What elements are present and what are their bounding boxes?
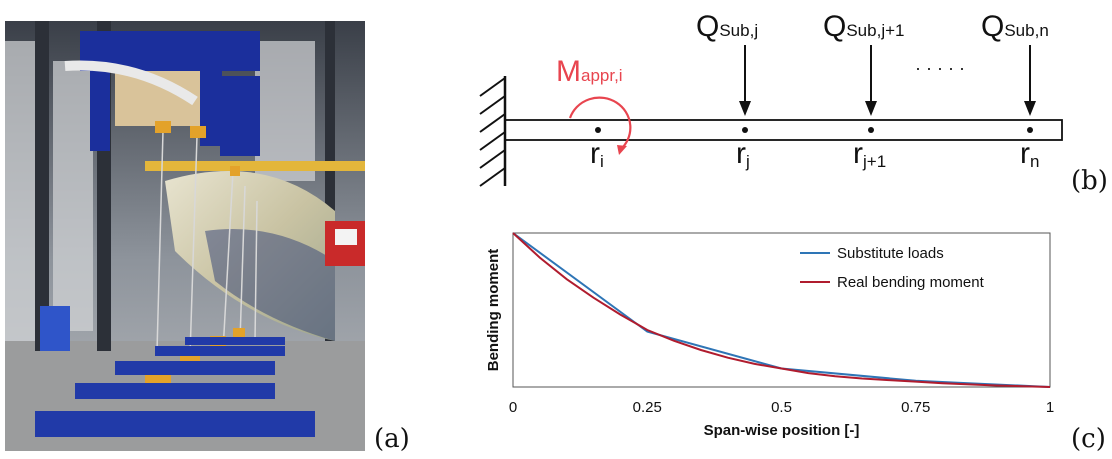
node-rj [742,127,748,133]
moment-label-sub: appr,i [581,66,623,85]
substitute-load-diagram: Mappr,i QSub,j QSub,j+1 QSub,n · · · · ·… [479,10,1063,187]
node-rj1 [868,127,874,133]
load-arrows [744,45,1031,105]
bending-moment-chart: 0 0.25 0.5 0.75 1 Span-wise position [-] Bendi… [485,232,1054,439]
arrow-down-icon [739,101,751,116]
y-axis-label: Bending moment [485,249,502,372]
position-label-n: rn [1020,137,1039,171]
load-label-j1: QSub,j+1 [823,10,904,43]
position-label-j1: rj+1 [853,137,886,171]
series-line-real-bending-moment [512,232,1051,388]
plot-frame [512,232,1051,388]
x-axis-label: Span-wise position [-] [704,422,860,439]
x-tick-label: 0 [509,399,517,416]
x-tick-label: 0.75 [901,399,930,416]
position-label-j: rj [736,137,750,171]
arrow-down-icon [865,101,877,116]
x-tick-label: 0.25 [633,399,662,416]
series-line-substitute-loads [512,232,1051,388]
node-ri [595,127,601,133]
arrow-down-icon [1024,101,1036,116]
legend-label: Real bending moment [837,274,985,291]
load-label-j: QSub,j [696,10,758,43]
legend-label: Substitute loads [837,245,944,262]
moment-label: Mappr,i [556,55,623,88]
x-tick-label: 0.5 [771,399,792,416]
beam [504,119,1063,141]
position-label-i: ri [590,137,604,171]
clamp-hatching [479,77,506,187]
moment-arc-icon [568,96,632,151]
ellipsis: · · · · · [915,58,965,78]
panel-label-c: (c) [1071,424,1106,454]
moment-arrowhead-icon [617,145,627,155]
blade-test-photo [5,21,365,451]
panel-label-a: (a) [374,424,410,454]
panel-label-b: (b) [1071,166,1108,196]
x-tick-label: 1 [1046,399,1054,416]
node-rn [1027,127,1033,133]
load-label-n: QSub,n [981,10,1049,43]
